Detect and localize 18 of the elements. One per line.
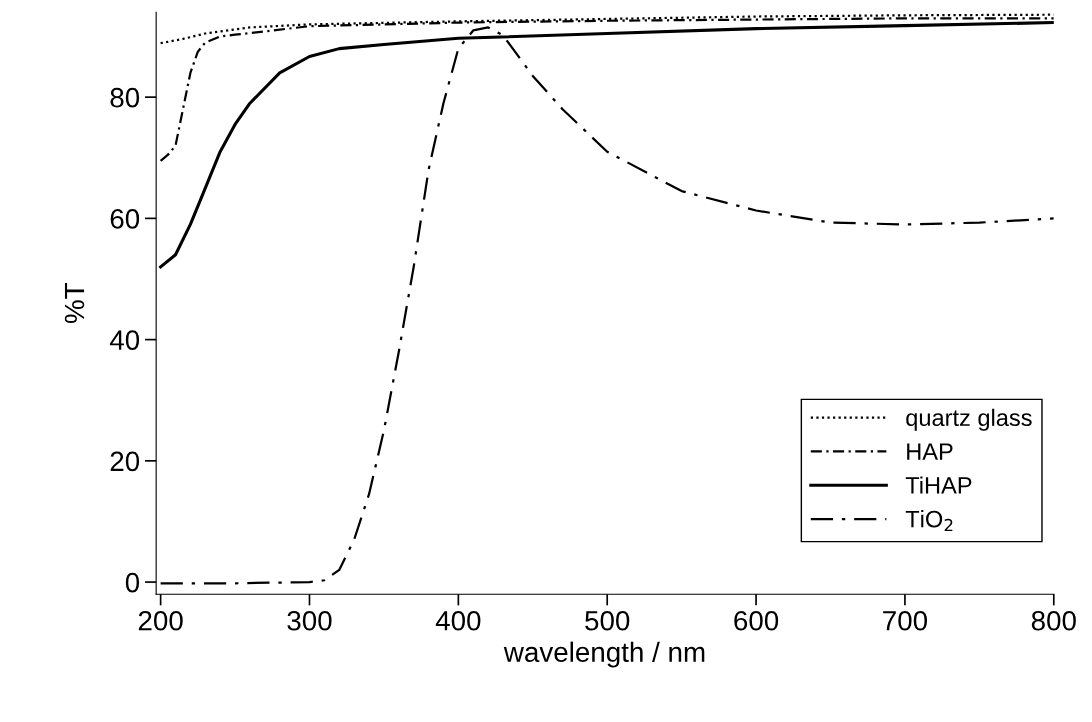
- y-tick-label: 60: [110, 209, 140, 229]
- y-tick-label: 40: [109, 330, 140, 350]
- legend-label: TiHAP: [905, 476, 972, 494]
- x-tick-label: 500: [585, 610, 630, 631]
- legend-label: HAP: [907, 443, 953, 460]
- x-tick-label: 400: [435, 610, 481, 631]
- x-tick-label: 800: [1031, 610, 1076, 631]
- x-tick-label: 200: [138, 610, 183, 631]
- legend-label: TiO$_{2}$: [905, 510, 953, 532]
- x-tick-label: 300: [287, 610, 332, 631]
- y-axis-title: %T: [64, 283, 85, 324]
- y-tick-label: 0: [125, 572, 140, 593]
- legend-label: quartz glass: [906, 408, 1032, 431]
- x-axis-title: wavelength / nm: [503, 641, 705, 668]
- x-tick-label: 600: [734, 610, 779, 631]
- y-tick-label: 80: [110, 87, 140, 108]
- y-tick-label: 20: [110, 451, 140, 472]
- x-tick-label: 700: [883, 610, 928, 631]
